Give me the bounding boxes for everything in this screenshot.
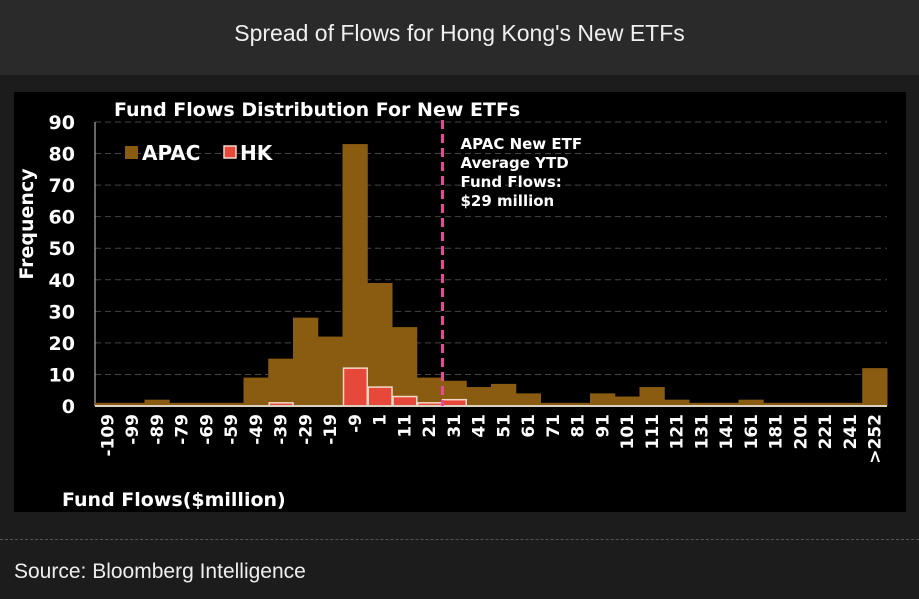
bar-apac [169, 402, 195, 406]
bar-apac [664, 399, 690, 406]
bar-apac [689, 402, 715, 406]
x-tick-label: 61 [519, 414, 539, 438]
reference-line-label: APAC New ETF [461, 135, 583, 153]
x-tick-label: 51 [494, 414, 514, 438]
bar-apac [565, 402, 591, 406]
x-tick-label: 21 [420, 414, 440, 438]
x-tick-label: 201 [791, 414, 811, 450]
bar-apac [491, 383, 517, 406]
x-tick-label: -49 [247, 414, 267, 445]
bar-apac [243, 377, 269, 406]
bar-apac [713, 402, 739, 406]
x-tick-label: 181 [767, 414, 787, 450]
x-tick-label: 31 [445, 414, 465, 438]
x-tick-label: -69 [197, 414, 217, 445]
x-tick-label: -9 [346, 414, 366, 433]
bar-apac [614, 396, 640, 406]
x-tick-label: -59 [222, 414, 242, 445]
x-tick-label: -109 [98, 414, 118, 457]
bar-apac [812, 402, 838, 406]
bar-apac [540, 402, 566, 406]
bar-apac [194, 402, 220, 406]
bar-apac [392, 327, 418, 406]
reference-line-label: $29 million [461, 192, 555, 210]
y-tick-label: 20 [49, 333, 75, 355]
x-tick-label: -19 [321, 414, 341, 445]
x-tick-label: -89 [148, 414, 168, 445]
source-note: Source: Bloomberg Intelligence [14, 560, 306, 583]
reference-line-label: Fund Flows: [461, 173, 562, 191]
bar-apac [837, 402, 863, 406]
bar-apac [515, 393, 541, 406]
x-tick-label: 161 [742, 414, 762, 450]
bar-apac [268, 358, 294, 406]
x-tick-label: -79 [173, 414, 193, 445]
y-tick-label: 60 [49, 207, 75, 229]
bar-apac [763, 402, 789, 406]
y-tick-label: 50 [49, 238, 75, 260]
legend-label-hk: HK [240, 141, 274, 165]
x-tick-label: 121 [668, 414, 688, 450]
x-tick-label: -99 [123, 414, 143, 445]
y-tick-label: 70 [49, 175, 75, 197]
bar-apac [738, 399, 764, 406]
x-axis-label: Fund Flows($million) [62, 489, 286, 511]
x-tick-label: 101 [618, 414, 638, 450]
bar-apac [466, 387, 492, 406]
chart-title: Fund Flows Distribution For New ETFs [114, 99, 520, 121]
x-tick-label: 131 [692, 414, 712, 450]
bar-hk [367, 386, 393, 407]
divider [0, 539, 919, 540]
header-bar: Spread of Flows for Hong Kong's New ETFs [0, 0, 919, 75]
x-tick-label: 111 [643, 414, 663, 450]
x-tick-label: 81 [569, 414, 589, 438]
x-tick-label: -29 [296, 414, 316, 445]
legend-swatch-apac [125, 146, 138, 159]
bar-apac [639, 387, 665, 406]
bar-apac [293, 317, 319, 406]
x-tick-label: 41 [470, 414, 490, 438]
bar-apac [144, 399, 170, 406]
bar-apac [218, 402, 244, 406]
bar-apac [590, 393, 616, 406]
x-tick-label: -39 [272, 414, 292, 445]
bar-hk [392, 395, 418, 407]
x-tick-label: 241 [841, 414, 861, 450]
bar-apac [119, 402, 145, 406]
y-tick-label: 0 [62, 396, 75, 418]
y-tick-label: 40 [49, 270, 75, 292]
y-tick-label: 90 [49, 112, 75, 134]
bar-apac [416, 377, 442, 406]
bar-apac [862, 368, 888, 406]
chart-panel: 0 10 20 30 40 50 60 70 80 90 -109 -99 -89 -79 -69 -59 -4… [14, 92, 906, 512]
bar-apac [342, 144, 368, 406]
reference-line-label: Average YTD [461, 154, 569, 172]
bar-apac [367, 282, 393, 406]
y-tick-label: 10 [49, 364, 75, 386]
bar-apac [317, 336, 343, 406]
y-tick-label: 80 [49, 144, 75, 166]
x-tick-label: 71 [544, 414, 564, 438]
bar-apac [788, 402, 814, 406]
x-tick-label: 141 [717, 414, 737, 450]
y-axis-label: Frequency [16, 168, 38, 280]
x-tick-label: 11 [395, 414, 415, 438]
x-tick-label: 91 [593, 414, 613, 438]
x-tick-label: 1 [371, 414, 391, 426]
x-tick-label: >252 [866, 414, 886, 464]
bar-hk [342, 367, 368, 407]
page-title: Spread of Flows for Hong Kong's New ETFs [234, 20, 685, 46]
y-tick-label: 30 [49, 301, 75, 323]
x-tick-label: 221 [816, 414, 836, 450]
histogram-chart: 0 10 20 30 40 50 60 70 80 90 -109 -99 -89 -79 -69 -59 -4… [16, 99, 888, 511]
legend-swatch-hk [223, 145, 237, 159]
legend-label-apac: APAC [142, 141, 200, 165]
bar-apac [95, 402, 121, 406]
